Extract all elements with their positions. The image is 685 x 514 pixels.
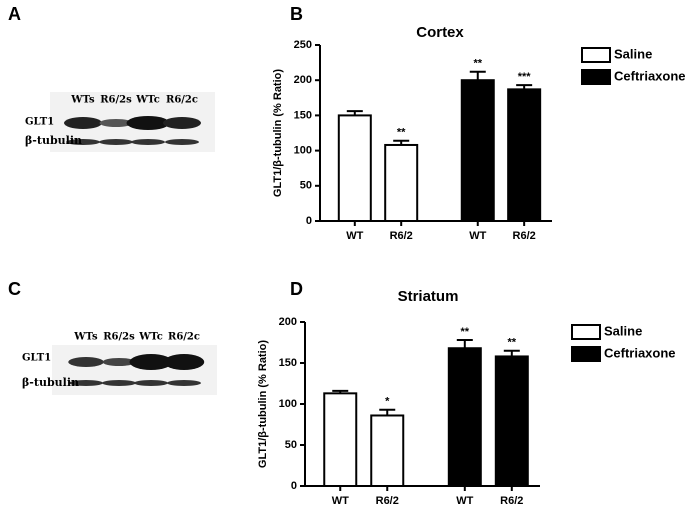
- panel-label: D: [290, 279, 303, 299]
- x-tick-label: WT: [346, 230, 363, 242]
- lane-label: WTs: [73, 332, 98, 343]
- bar: [384, 143, 419, 222]
- bar: [460, 79, 495, 222]
- blot-band: [165, 139, 199, 145]
- blot-band: [99, 139, 133, 145]
- y-tick-label: 100: [294, 145, 312, 157]
- lane-label: R6/2s: [100, 95, 132, 106]
- bar: [337, 114, 372, 222]
- y-tick-label: 250: [294, 39, 312, 51]
- chart-title: Striatum: [398, 288, 459, 305]
- blot-band: [134, 380, 168, 386]
- significance-label: *: [385, 396, 390, 408]
- legend-swatch: [571, 346, 601, 362]
- lane-label: R6/2c: [166, 95, 198, 106]
- bar: [370, 414, 405, 488]
- significance-label: **: [508, 337, 517, 349]
- blot-band: [163, 117, 201, 129]
- significance-label: **: [461, 326, 470, 338]
- blot-band: [129, 354, 173, 370]
- blot-band: [99, 119, 133, 127]
- panel-label: C: [8, 279, 21, 299]
- row-label: β-tubulin: [25, 134, 82, 147]
- legend-swatch: [581, 47, 611, 63]
- x-tick-label: R6/2: [376, 495, 399, 507]
- x-tick-label: WT: [469, 230, 486, 242]
- blot-band: [167, 380, 201, 386]
- panel-label: B: [290, 4, 303, 24]
- lane-label: R6/2s: [103, 332, 135, 343]
- significance-label: ***: [518, 71, 532, 83]
- x-tick-label: WT: [332, 495, 349, 507]
- y-tick-label: 0: [291, 480, 297, 492]
- chart-title: Cortex: [416, 24, 464, 41]
- legend-label: Ceftriaxone: [614, 68, 685, 83]
- x-tick-label: R6/2: [390, 230, 413, 242]
- x-tick-label: R6/2: [513, 230, 536, 242]
- row-label: GLT1: [22, 353, 51, 364]
- y-tick-label: 50: [300, 180, 312, 192]
- lane-label: WTc: [138, 332, 163, 343]
- blot-band: [131, 139, 165, 145]
- lane-label: WTc: [135, 95, 160, 106]
- y-tick-label: 0: [306, 215, 312, 227]
- significance-label: **: [473, 58, 482, 70]
- y-tick-label: 150: [279, 357, 297, 369]
- blot-band: [68, 357, 104, 367]
- lane-label: WTs: [70, 95, 95, 106]
- y-axis-label: GLT1/β-tubulin (% Ratio): [257, 340, 269, 468]
- blot-band: [69, 380, 103, 386]
- legend-label: Ceftriaxone: [604, 345, 676, 360]
- y-axis-label: GLT1/β-tubulin (% Ratio): [272, 69, 284, 197]
- y-tick-label: 150: [294, 109, 312, 121]
- y-tick-label: 200: [279, 316, 297, 328]
- row-label: β-tubulin: [22, 376, 79, 389]
- y-tick-label: 200: [294, 74, 312, 86]
- y-tick-label: 100: [279, 398, 297, 410]
- blot-background: [52, 345, 217, 395]
- blot-band: [102, 380, 136, 386]
- panel-label: A: [8, 4, 21, 24]
- bar: [494, 355, 529, 487]
- legend-label: Saline: [614, 46, 652, 61]
- legend-label: Saline: [604, 323, 642, 338]
- x-tick-label: R6/2: [500, 495, 523, 507]
- y-tick-label: 50: [285, 439, 297, 451]
- bar: [447, 347, 482, 487]
- row-label: GLT1: [25, 117, 54, 128]
- blot-band: [102, 358, 136, 366]
- legend-swatch: [581, 69, 611, 85]
- legend-swatch: [571, 324, 601, 340]
- blot-band: [163, 354, 205, 370]
- blot-band: [66, 139, 100, 145]
- x-tick-label: WT: [456, 495, 473, 507]
- lane-label: R6/2c: [168, 332, 200, 343]
- blot-band: [64, 117, 102, 129]
- bar: [323, 392, 358, 487]
- bar: [507, 88, 542, 222]
- significance-label: **: [397, 127, 406, 139]
- blot-band: [126, 116, 170, 130]
